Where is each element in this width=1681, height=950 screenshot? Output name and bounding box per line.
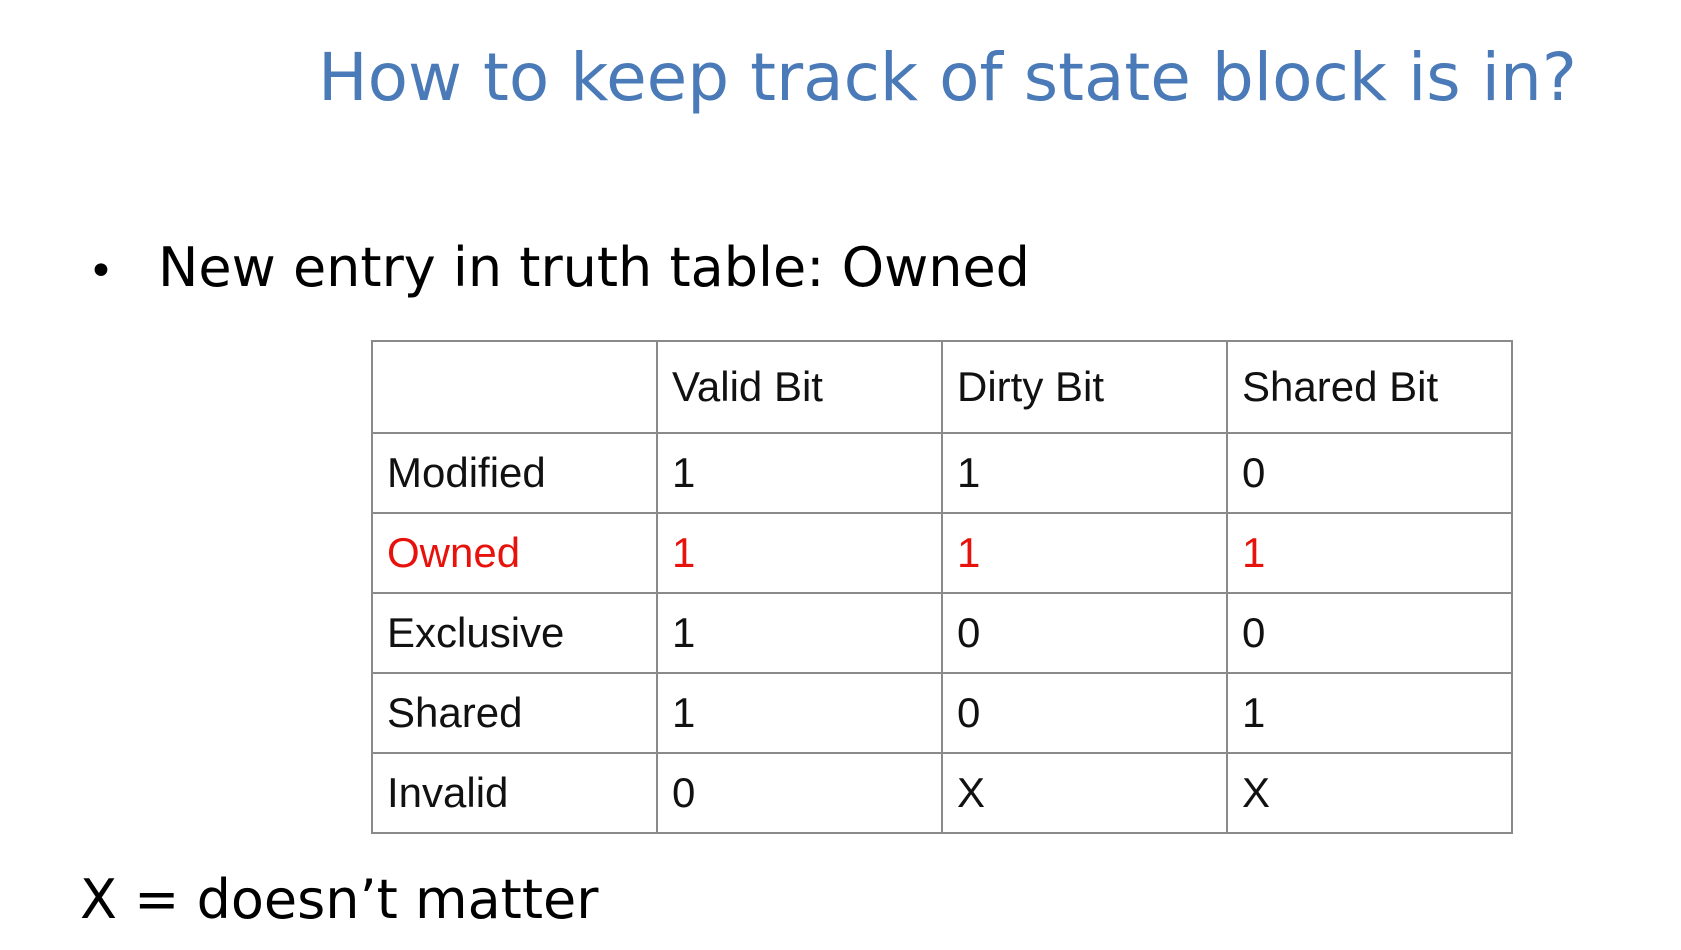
- shared-bit-cell: 1: [1226, 672, 1513, 754]
- shared-bit-cell: 1: [1226, 512, 1513, 594]
- header-cell-shared-bit: Shared Bit: [1226, 340, 1513, 434]
- valid-bit-cell: 1: [656, 592, 943, 674]
- shared-bit-cell: 0: [1226, 432, 1513, 514]
- shared-bit-cell: 0: [1226, 592, 1513, 674]
- bullet-dot-icon: •: [88, 246, 114, 297]
- state-cell: Invalid: [371, 752, 658, 834]
- truth-table: Valid Bit Dirty Bit Shared Bit Modified …: [371, 340, 1513, 834]
- slide-title: How to keep track of state block is in?: [318, 39, 1577, 116]
- state-cell: Modified: [371, 432, 658, 514]
- table-row-exclusive: Exclusive 1 0 0: [371, 592, 1513, 674]
- table-row-modified: Modified 1 1 0: [371, 432, 1513, 514]
- header-cell-valid-bit: Valid Bit: [656, 340, 943, 434]
- footnote: X = doesn’t matter: [80, 868, 599, 931]
- state-cell: Exclusive: [371, 592, 658, 674]
- dirty-bit-cell: 1: [941, 432, 1228, 514]
- header-cell-dirty-bit: Dirty Bit: [941, 340, 1228, 434]
- dirty-bit-cell: 1: [941, 512, 1228, 594]
- valid-bit-cell: 1: [656, 672, 943, 754]
- valid-bit-cell: 1: [656, 512, 943, 594]
- table-header-row: Valid Bit Dirty Bit Shared Bit: [371, 340, 1513, 434]
- dirty-bit-cell: 0: [941, 672, 1228, 754]
- table-row-owned: Owned 1 1 1: [371, 512, 1513, 594]
- table-row-shared: Shared 1 0 1: [371, 672, 1513, 754]
- state-cell: Shared: [371, 672, 658, 754]
- bullet-item: • New entry in truth table: Owned: [88, 236, 1030, 299]
- dirty-bit-cell: X: [941, 752, 1228, 834]
- state-cell: Owned: [371, 512, 658, 594]
- dirty-bit-cell: 0: [941, 592, 1228, 674]
- header-cell-empty: [371, 340, 658, 434]
- table-row-invalid: Invalid 0 X X: [371, 752, 1513, 834]
- valid-bit-cell: 1: [656, 432, 943, 514]
- shared-bit-cell: X: [1226, 752, 1513, 834]
- bullet-text: New entry in truth table: Owned: [158, 236, 1030, 299]
- valid-bit-cell: 0: [656, 752, 943, 834]
